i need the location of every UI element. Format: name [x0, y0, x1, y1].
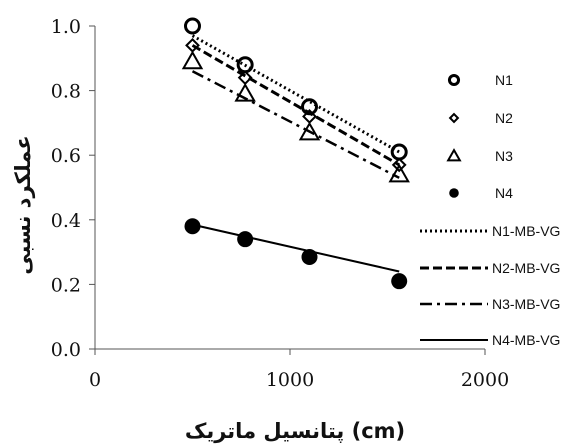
- axes: [94, 26, 485, 350]
- x-axis-title: پتانسیل ماتریک (cm): [185, 419, 405, 443]
- marker-triangle-open: [388, 163, 410, 183]
- marker-circle-filled: [237, 231, 254, 248]
- ticks: 0.0 0.2 0.4 0.6 0.8 1.0 0 1000 2000: [51, 16, 509, 391]
- x-tick-label: 0: [89, 369, 101, 391]
- marker-circle-filled: [184, 218, 201, 235]
- y-tick-label: 0.0: [51, 339, 81, 361]
- legend: N1 N2 N3 N4 N1-MB-VG N2-MB-VG N3-MB-VG N4-MB-VG: [420, 72, 560, 348]
- marker-diamond-open: [391, 157, 407, 173]
- legend-label: N2: [495, 110, 513, 126]
- y-tick-label: 0.2: [51, 274, 81, 296]
- marker-circle-filled: [449, 188, 459, 198]
- marker-triangle-open: [298, 121, 321, 141]
- legend-label: N4-MB-VG: [492, 332, 560, 348]
- legend-label: N1-MB-VG: [492, 223, 560, 239]
- marker-triangle-open: [234, 82, 256, 102]
- legend-label: N3-MB-VG: [492, 296, 560, 312]
- fit-lines: [191, 34, 400, 273]
- marker-circle-open: [301, 98, 318, 116]
- y-tick-label: 0.4: [51, 210, 81, 232]
- marker-circle-open: [390, 143, 408, 161]
- marker-diamond-open: [448, 112, 460, 124]
- marker-circle-open: [184, 17, 201, 35]
- y-tick-label: 1.0: [51, 16, 81, 38]
- marker-circle-filled: [391, 273, 408, 290]
- x-tick-label: 1000: [266, 369, 314, 391]
- legend-label: N4: [495, 185, 513, 201]
- series-line-n2-mb-vg: [191, 44, 400, 167]
- legend-label: N2-MB-VG: [492, 260, 560, 276]
- legend-label: N1: [495, 72, 513, 88]
- series-line-n1-mb-vg: [191, 34, 400, 154]
- x-tick-label: 2000: [461, 369, 509, 391]
- series-line-n4-mb-vg: [192, 223, 400, 273]
- series-line-n3-mb-vg: [191, 70, 400, 179]
- data-points: [181, 17, 410, 290]
- marker-triangle-open: [181, 50, 204, 70]
- y-tick-label: 0.6: [51, 145, 81, 167]
- y-axis-title: عملکرد نسبی: [11, 135, 35, 274]
- marker-circle-open: [447, 73, 461, 87]
- marker-circle-filled: [301, 248, 318, 265]
- marker-triangle-open: [446, 148, 462, 162]
- y-tick-label: 0.8: [51, 81, 81, 103]
- legend-label: N3: [495, 148, 513, 164]
